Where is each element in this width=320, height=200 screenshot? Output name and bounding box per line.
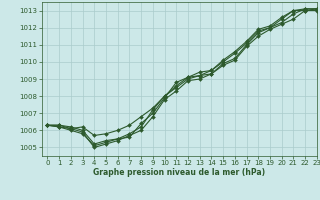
X-axis label: Graphe pression niveau de la mer (hPa): Graphe pression niveau de la mer (hPa) [93,168,265,177]
